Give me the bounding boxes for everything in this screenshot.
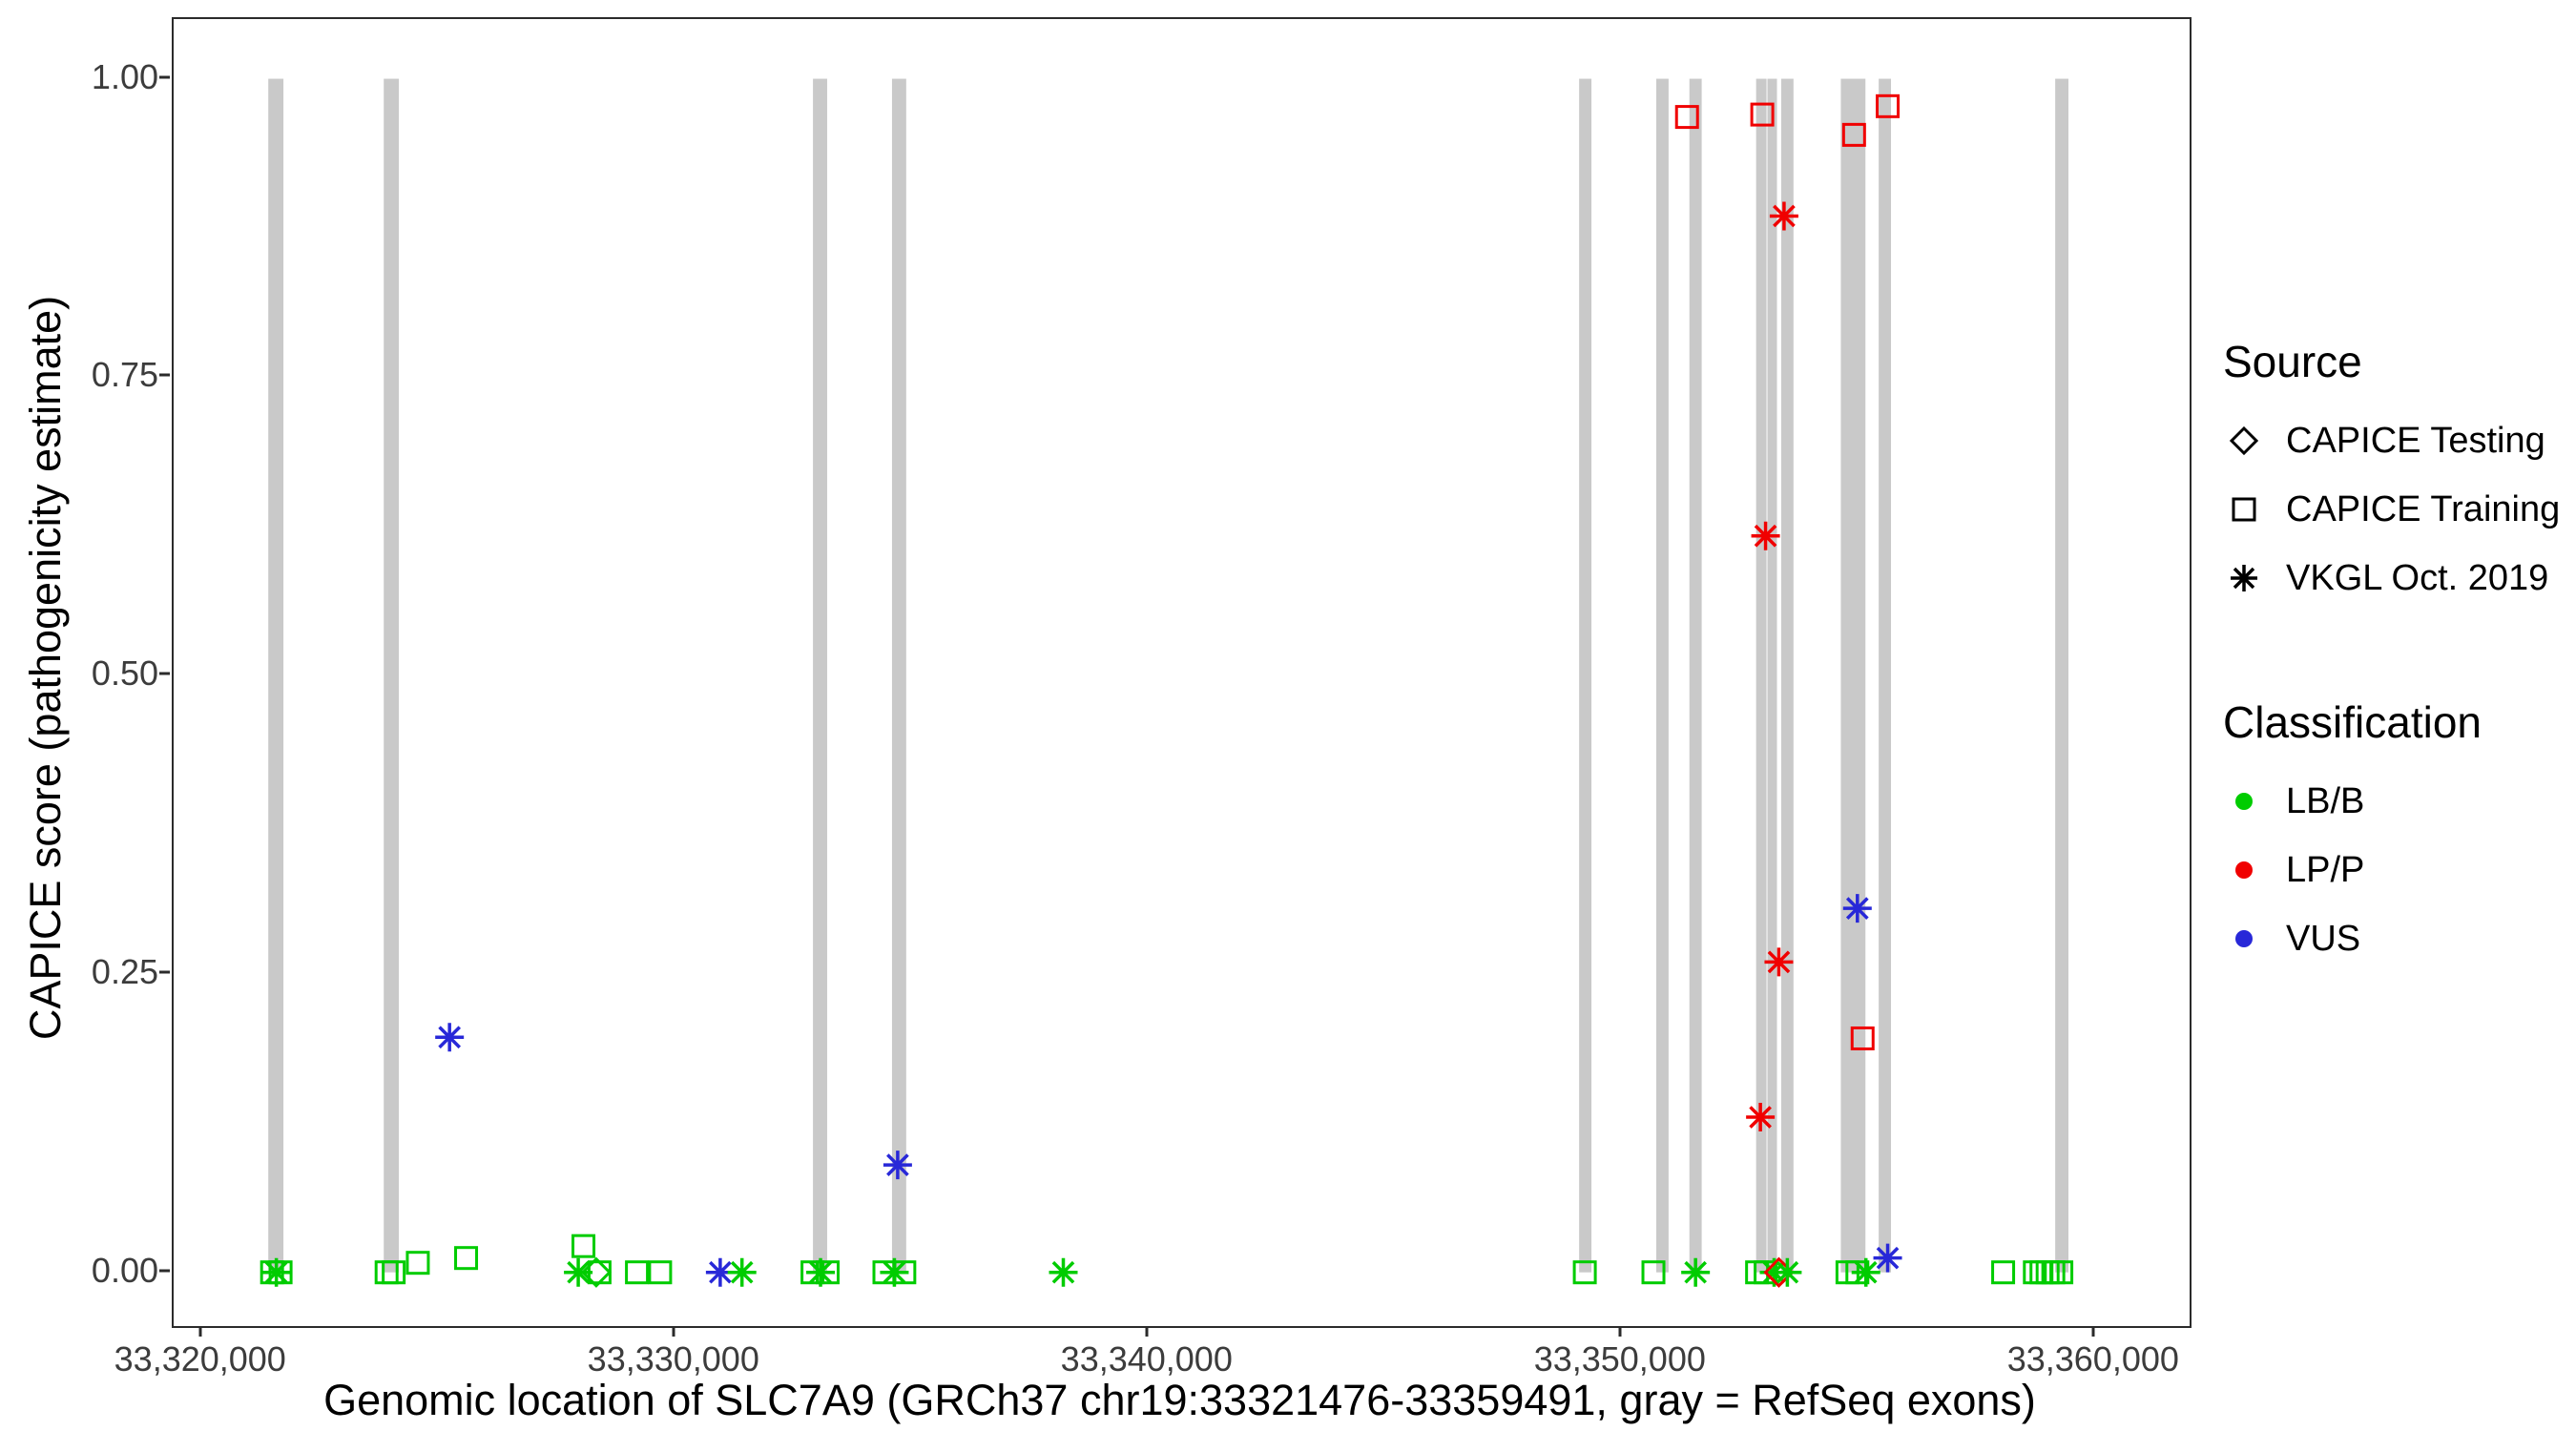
legend-classification-title: Classification bbox=[2223, 697, 2482, 747]
y-tick-mark bbox=[159, 75, 170, 79]
data-point bbox=[806, 1257, 836, 1287]
data-point bbox=[1851, 1257, 1880, 1287]
data-point bbox=[580, 1256, 613, 1288]
data-point bbox=[454, 1246, 479, 1271]
legend-item-label: CAPICE Training bbox=[2286, 488, 2561, 529]
data-point bbox=[705, 1257, 735, 1287]
y-tick-mark bbox=[159, 1269, 170, 1273]
legend-item-vkgl: VKGL Oct. 2019 bbox=[2223, 553, 2566, 603]
x-tick-label: 33,350,000 bbox=[1533, 1339, 1706, 1379]
legend-item-capice-testing: CAPICE Testing bbox=[2223, 416, 2566, 466]
data-point bbox=[727, 1257, 757, 1287]
data-point bbox=[1641, 1260, 1666, 1285]
y-tick-mark bbox=[159, 672, 170, 675]
legend: Source CAPICE Testing CAPICE Training VK… bbox=[2223, 336, 2566, 983]
legend-item-capice-training: CAPICE Training bbox=[2223, 485, 2566, 534]
data-point bbox=[1751, 521, 1780, 550]
x-tick-label: 33,320,000 bbox=[114, 1339, 286, 1379]
exon-bar bbox=[268, 78, 284, 1273]
data-point bbox=[1842, 894, 1872, 923]
legend-item-label: LB/B bbox=[2286, 780, 2365, 821]
data-point bbox=[625, 1260, 650, 1285]
exon-bar bbox=[1755, 78, 1767, 1273]
data-point bbox=[883, 1151, 912, 1180]
data-point bbox=[382, 1260, 406, 1285]
x-axis-title: Genomic location of SLC7A9 (GRCh37 chr19… bbox=[323, 1376, 2036, 1424]
y-tick-label: 0.00 bbox=[91, 1250, 158, 1290]
legend-source-title: Source bbox=[2223, 337, 2362, 386]
data-point bbox=[1850, 1026, 1875, 1050]
legend-item-lbb: LB/B bbox=[2223, 777, 2566, 826]
lpp-dot-icon bbox=[2235, 861, 2253, 879]
exon-bar bbox=[813, 78, 827, 1273]
data-point bbox=[1876, 93, 1901, 118]
data-point bbox=[1674, 105, 1699, 130]
plot-canvas bbox=[260, 78, 2074, 1288]
exon-bar bbox=[1780, 78, 1794, 1273]
y-axis-title: CAPICE score (pathogenicity estimate) bbox=[21, 295, 70, 1041]
data-point bbox=[1572, 1260, 1597, 1285]
data-point bbox=[435, 1023, 465, 1052]
exon-bar bbox=[384, 78, 400, 1273]
data-point bbox=[405, 1251, 430, 1275]
legend-item-label: LP/P bbox=[2286, 849, 2365, 890]
vus-dot-icon bbox=[2235, 930, 2253, 947]
y-tick-mark bbox=[159, 373, 170, 377]
lbb-dot-icon bbox=[2235, 793, 2253, 810]
exon-bar bbox=[1879, 78, 1892, 1273]
exon-bar bbox=[2055, 78, 2069, 1273]
data-point bbox=[1746, 1103, 1776, 1132]
data-point bbox=[587, 1260, 612, 1285]
x-tick-mark bbox=[198, 1326, 202, 1337]
legend-item-vus: VUS bbox=[2223, 914, 2566, 964]
data-point bbox=[1841, 122, 1866, 147]
diamond-icon bbox=[2229, 425, 2259, 456]
data-point bbox=[1773, 1257, 1802, 1287]
y-tick-label: 1.00 bbox=[91, 56, 158, 96]
data-point bbox=[268, 1260, 293, 1285]
data-point bbox=[1769, 201, 1798, 231]
legend-item-lpp: LP/P bbox=[2223, 845, 2566, 895]
data-point bbox=[815, 1260, 840, 1285]
x-tick-mark bbox=[2091, 1326, 2095, 1337]
exon-bar bbox=[1767, 78, 1777, 1273]
x-tick-mark bbox=[1618, 1326, 1622, 1337]
y-tick-label: 0.50 bbox=[91, 653, 158, 694]
data-point bbox=[2035, 1260, 2060, 1285]
legend-item-label: CAPICE Testing bbox=[2286, 420, 2545, 461]
legend-item-label: VUS bbox=[2286, 918, 2361, 959]
data-point bbox=[648, 1260, 673, 1285]
square-icon bbox=[2232, 497, 2256, 522]
exon-bar bbox=[1689, 78, 1702, 1273]
exon-bar bbox=[1579, 78, 1592, 1273]
y-tick-mark bbox=[159, 970, 170, 974]
legend-item-label: VKGL Oct. 2019 bbox=[2286, 557, 2549, 598]
data-point bbox=[1681, 1257, 1711, 1287]
exon-bar bbox=[1840, 78, 1866, 1273]
data-point bbox=[571, 1234, 596, 1258]
x-tick-mark bbox=[1145, 1326, 1149, 1337]
data-point bbox=[564, 1257, 593, 1287]
data-point bbox=[1991, 1260, 2016, 1285]
exon-bar bbox=[1655, 78, 1669, 1273]
x-tick-label: 33,340,000 bbox=[1060, 1339, 1233, 1379]
x-tick-label: 33,330,000 bbox=[587, 1339, 759, 1379]
data-point bbox=[1049, 1257, 1078, 1287]
x-tick-mark bbox=[672, 1326, 675, 1337]
plot-panel bbox=[172, 17, 2192, 1328]
exon-bar bbox=[891, 78, 906, 1273]
y-tick-label: 0.75 bbox=[91, 355, 158, 395]
asterisk-icon bbox=[2231, 565, 2257, 591]
data-point bbox=[1750, 102, 1775, 127]
data-point bbox=[2049, 1260, 2074, 1285]
x-tick-label: 33,360,000 bbox=[2006, 1339, 2179, 1379]
data-point bbox=[892, 1260, 917, 1285]
data-point bbox=[1764, 947, 1794, 977]
data-point bbox=[1873, 1243, 1902, 1273]
data-point bbox=[261, 1257, 291, 1287]
y-tick-label: 0.25 bbox=[91, 951, 158, 991]
